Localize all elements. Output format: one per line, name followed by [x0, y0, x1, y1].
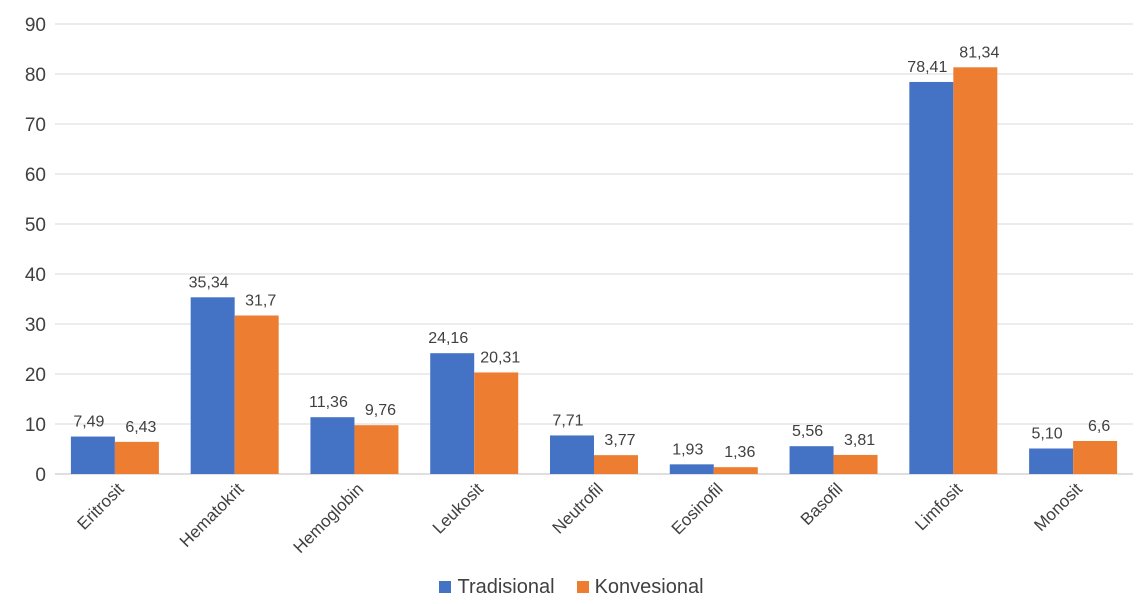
- data-label: 3,77: [604, 432, 635, 449]
- bar-tradisional-basofil[interactable]: [789, 446, 834, 474]
- y-tick-label: 20: [25, 365, 46, 386]
- bar-konvesional-neutrofil[interactable]: [594, 455, 638, 474]
- data-label: 1,93: [672, 441, 703, 458]
- data-label: 20,31: [480, 349, 520, 366]
- bar-konvesional-eosinofil[interactable]: [713, 467, 758, 474]
- bar-konvesional-basofil[interactable]: [833, 454, 878, 474]
- legend-swatch-tradisional: [439, 581, 452, 593]
- bar-chart: 0 10 20 30 40 50 60 70 80 90 7,49 6,43 35,34 31,7 11,…: [25, 15, 1133, 557]
- bar-tradisional-eosinofil[interactable]: [669, 464, 714, 474]
- y-axis-ticks: 0 10 20 30 40 50 60 70 80 90: [25, 15, 46, 486]
- x-category-label: Eritrosit: [74, 479, 128, 533]
- data-label: 11,36: [309, 394, 348, 411]
- data-label: 6,43: [125, 419, 156, 436]
- bars: [70, 67, 1118, 475]
- x-category-label: Hemoglobin: [290, 479, 368, 557]
- x-category-label: Leukosit: [429, 479, 487, 537]
- y-tick-label: 60: [25, 165, 46, 186]
- data-label: 6,6: [1088, 418, 1110, 435]
- y-tick-label: 0: [35, 465, 46, 486]
- data-label: 5,10: [1032, 426, 1063, 443]
- data-label: 7,71: [552, 412, 583, 429]
- y-tick-label: 90: [25, 15, 46, 36]
- data-label: 3,81: [844, 432, 875, 449]
- x-category-label: Limfosit: [911, 479, 966, 534]
- legend-swatch-konvesional: [576, 581, 589, 593]
- legend-label-konvesional: Konvesional: [594, 575, 704, 598]
- y-tick-label: 70: [25, 115, 46, 136]
- bar-tradisional-limfosit[interactable]: [909, 81, 954, 474]
- y-tick-label: 80: [25, 65, 46, 86]
- bar-tradisional-neutrofil[interactable]: [550, 435, 594, 474]
- bar-tradisional-hematokrit[interactable]: [190, 297, 235, 474]
- bar-tradisional-eritrosit[interactable]: [70, 436, 115, 474]
- data-label: 81,34: [959, 44, 999, 61]
- bar-konvesional-leukosit[interactable]: [474, 372, 519, 474]
- data-labels: 7,49 6,43 35,34 31,7 11,36 9,76 24,16 20,31 7,71…: [73, 44, 1110, 461]
- bar-konvesional-limfosit[interactable]: [953, 67, 998, 475]
- x-category-label: Monosit: [1030, 479, 1086, 535]
- legend: Tradisional Konvesional: [0, 573, 1143, 601]
- y-tick-label: 50: [25, 215, 46, 236]
- data-label: 35,34: [189, 274, 229, 291]
- legend-item-tradisional[interactable]: Tradisional: [439, 575, 555, 599]
- bar-konvesional-eritrosit[interactable]: [114, 441, 159, 474]
- data-label: 9,76: [365, 402, 396, 419]
- data-label: 31,7: [245, 293, 276, 310]
- bar-tradisional-leukosit[interactable]: [430, 353, 475, 474]
- bar-konvesional-hematokrit[interactable]: [234, 315, 279, 475]
- data-label: 5,56: [792, 423, 823, 440]
- data-label: 24,16: [428, 330, 468, 347]
- bar-konvesional-monosit[interactable]: [1073, 441, 1118, 474]
- legend-item-konvesional[interactable]: Konvesional: [576, 575, 704, 599]
- x-category-label: Basofil: [797, 479, 847, 529]
- x-category-label: Hematokrit: [176, 479, 248, 551]
- bar-tradisional-hemoglobin[interactable]: [310, 417, 355, 474]
- data-label: 7,49: [73, 414, 104, 431]
- data-label: 1,36: [724, 444, 755, 461]
- bar-konvesional-hemoglobin[interactable]: [354, 425, 399, 474]
- y-tick-label: 10: [25, 415, 46, 436]
- x-category-label: Eosinofil: [668, 479, 727, 538]
- x-axis-categories: Eritrosit Hematokrit Hemoglobin Leukosit Neu…: [74, 479, 1087, 557]
- bar-tradisional-monosit[interactable]: [1029, 448, 1074, 475]
- data-label: 78,41: [907, 59, 947, 76]
- x-category-label: Neutrofil: [549, 479, 607, 537]
- y-tick-label: 30: [25, 315, 46, 336]
- y-tick-label: 40: [25, 265, 46, 286]
- legend-label-tradisional: Tradisional: [457, 575, 555, 598]
